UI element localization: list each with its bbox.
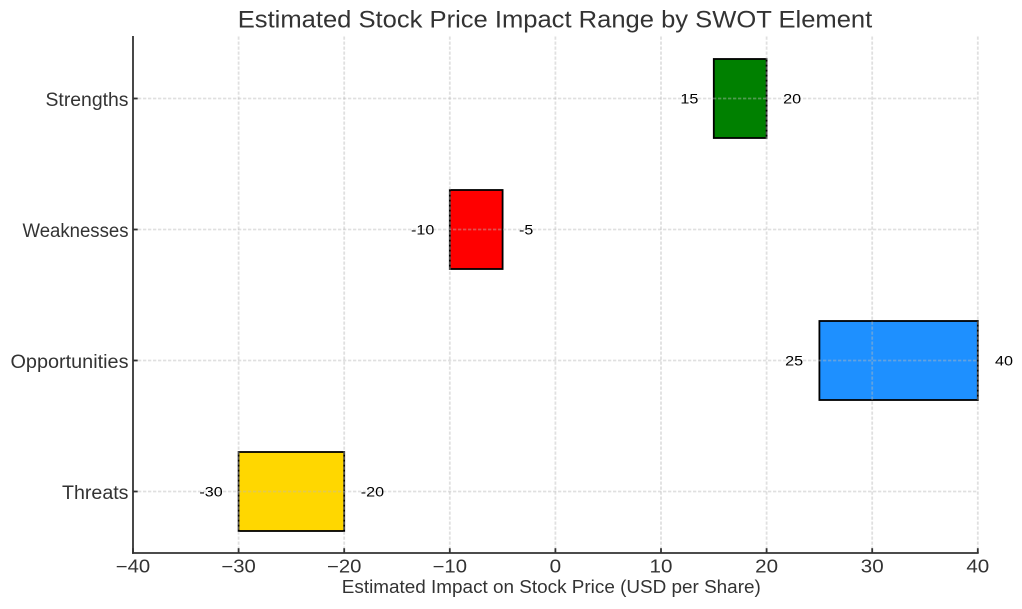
svg-text:Threats: Threats <box>62 483 129 504</box>
svg-text:15: 15 <box>680 92 698 108</box>
svg-text:Estimated Stock Price Impact R: Estimated Stock Price Impact Range by SW… <box>238 8 873 34</box>
svg-text:-20: -20 <box>361 485 384 501</box>
svg-text:−30: −30 <box>221 557 255 577</box>
svg-text:-30: -30 <box>199 485 222 501</box>
svg-text:−10: −10 <box>433 557 467 577</box>
svg-text:20: 20 <box>783 92 801 108</box>
svg-text:-5: -5 <box>519 223 533 239</box>
svg-text:40: 40 <box>966 557 989 577</box>
svg-text:−40: −40 <box>116 557 150 577</box>
svg-text:40: 40 <box>995 354 1013 370</box>
svg-text:Opportunities: Opportunities <box>11 352 129 373</box>
svg-text:Estimated Impact on Stock Pric: Estimated Impact on Stock Price (USD per… <box>342 577 761 597</box>
svg-text:Strengths: Strengths <box>46 90 129 111</box>
svg-text:10: 10 <box>650 557 673 577</box>
svg-text:−20: −20 <box>327 557 361 577</box>
svg-text:-10: -10 <box>411 223 434 239</box>
svg-text:0: 0 <box>550 557 562 577</box>
svg-text:20: 20 <box>755 557 778 577</box>
svg-text:30: 30 <box>861 557 884 577</box>
svg-text:Weaknesses: Weaknesses <box>23 221 129 242</box>
svg-text:25: 25 <box>785 354 803 370</box>
